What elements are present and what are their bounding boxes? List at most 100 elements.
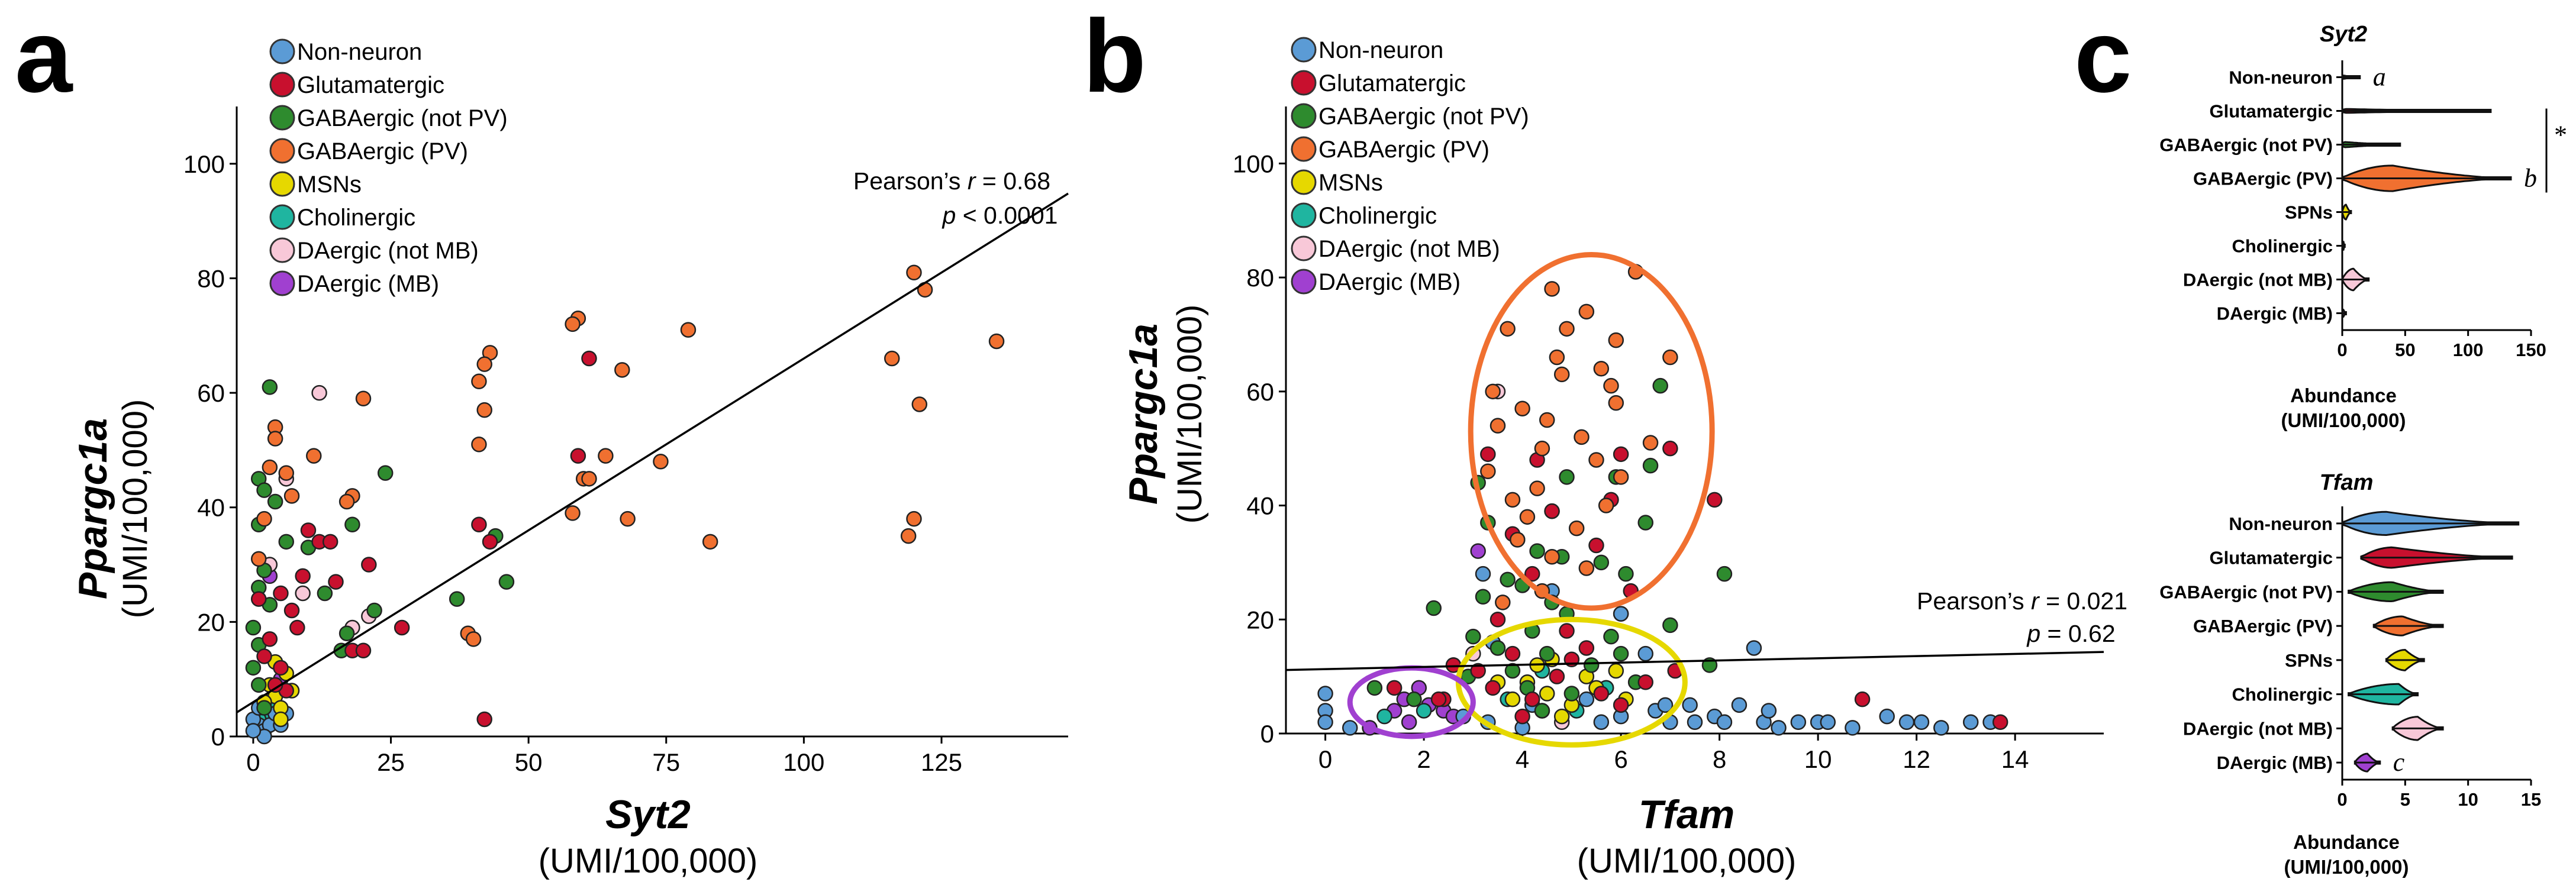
significance-letter-daergic-mb: c (2393, 748, 2405, 777)
x-tick-label: 75 (652, 748, 680, 776)
point-gabaergic-pv (1603, 377, 1619, 394)
point-non-neuron (1317, 714, 1333, 730)
legend-marker-daergic-mb (269, 270, 295, 296)
r-symbol: r (2031, 587, 2040, 615)
y-tick-label: 60 (197, 379, 225, 407)
point-gabaergic-not-pv (267, 493, 283, 510)
point-non-neuron (1913, 714, 1930, 730)
y-axis-title-b: Ppargc1a (1121, 324, 1166, 505)
point-non-neuron (1716, 714, 1733, 730)
regression-line (236, 192, 1069, 713)
point-daergic-not-mb (295, 585, 311, 602)
legend-label-daergic-mb: DAergic (MB) (297, 271, 439, 297)
point-msns (273, 711, 289, 728)
point-gabaergic-pv (906, 264, 922, 281)
x-tick-label: 100 (783, 748, 824, 776)
point-gabaergic-pv (1500, 321, 1516, 337)
p-value: = 0.62 (2040, 620, 2116, 647)
x-axis-title-b: Tfam (1639, 792, 1734, 837)
legend-marker-gabaergic-pv (269, 138, 295, 164)
point-gabaergic-not-pv (1489, 640, 1506, 656)
y-tick-label: 0 (211, 723, 225, 751)
violin-xlabel-syt2-line2: (UMI/100,000) (2281, 409, 2406, 431)
point-glutamatergic (295, 568, 311, 584)
violin-x-tick-label: 0 (2337, 340, 2347, 360)
point-glutamatergic (1578, 640, 1595, 656)
violin-title-tfam: Tfam (2320, 470, 2374, 495)
y-tick-label: 100 (1233, 150, 1274, 177)
point-glutamatergic (1544, 503, 1560, 519)
legend-label-msns: MSNs (1318, 170, 1383, 196)
y-axis-title-a: Ppargc1a (70, 418, 115, 599)
violin-category-gabaergic-pv: GABAergic (PV) (2193, 616, 2333, 636)
y-tick-label: 20 (197, 608, 225, 636)
point-gabaergic-pv (906, 510, 922, 527)
point-glutamatergic (476, 711, 492, 728)
point-glutamatergic (1524, 691, 1540, 707)
violin-category-non-neuron: Non-neuron (2229, 513, 2333, 534)
point-gabaergic-not-pv (1529, 543, 1545, 559)
point-glutamatergic (1707, 492, 1723, 508)
point-glutamatergic (581, 350, 597, 367)
point-gabaergic-not-pv (1613, 645, 1629, 662)
violin-category-daergic-mb: DAergic (MB) (2217, 303, 2333, 324)
point-gabaergic-pv (1568, 520, 1585, 537)
point-gabaergic-not-pv (1642, 457, 1659, 474)
x-tick-label: 0 (246, 748, 260, 776)
p-symbol: p (942, 202, 956, 229)
point-gabaergic-pv (884, 350, 900, 367)
legend-marker-non-neuron (1291, 37, 1317, 63)
point-gabaergic-pv (278, 465, 294, 481)
point-glutamatergic (1593, 686, 1610, 702)
point-non-neuron (1342, 720, 1358, 736)
point-gabaergic-pv (355, 390, 372, 407)
point-gabaergic-pv (1495, 594, 1511, 610)
y-tick-label: 40 (1246, 492, 1274, 520)
cluster-ellipse-gabaergic-pv-cluster (1468, 252, 1715, 611)
point-non-neuron (245, 723, 262, 739)
point-gabaergic-not-pv (256, 482, 272, 498)
point-gabaergic-pv (256, 510, 272, 527)
scatter-plot-area-b: 0 20 40 60 80 100 0 2 4 6 8 10 12 14 (1233, 106, 2104, 773)
point-gabaergic-not-pv (1366, 680, 1383, 696)
point-gabaergic-pv (1544, 281, 1560, 297)
point-glutamatergic (1514, 708, 1530, 725)
point-glutamatergic (394, 619, 410, 636)
legend-marker-cholinergic (269, 204, 295, 230)
point-glutamatergic (1489, 612, 1506, 628)
violin-category-spns: SPNs (2285, 202, 2333, 223)
legend-marker-gabaergic-not-pv (269, 105, 295, 131)
point-glutamatergic (482, 534, 498, 550)
violin-x-tick-label: 50 (2395, 340, 2415, 360)
x-tick-label: 14 (2001, 745, 2029, 773)
point-daergic-mb (1401, 714, 1417, 730)
y-tick-label: 80 (197, 264, 225, 292)
point-gabaergic-not-pv (1652, 377, 1668, 394)
violin-title-syt2: Syt2 (2320, 22, 2367, 47)
violin-category-glutamatergic: Glutamatergic (2210, 548, 2333, 568)
point-gabaergic-pv (565, 316, 581, 332)
point-glutamatergic (1386, 680, 1403, 696)
panel-label-b: b (1083, 0, 1146, 114)
point-gabaergic-pv (581, 471, 597, 487)
legend-a: Non-neuron Glutamatergic GABAergic (not PV… (269, 38, 508, 297)
point-glutamatergic (322, 534, 338, 550)
point-gabaergic-pv (614, 362, 630, 378)
x-tick-label: 0 (1318, 745, 1332, 773)
point-gabaergic-not-pv (1559, 469, 1575, 485)
regression-line (1285, 651, 2104, 671)
p-annotation-b: p = 0.62 (2026, 620, 2115, 647)
point-gabaergic-not-pv (1426, 600, 1442, 616)
point-gabaergic-pv (1593, 361, 1610, 377)
point-glutamatergic (1549, 668, 1565, 684)
r-symbol: r (968, 167, 977, 195)
point-gabaergic-pv (653, 454, 669, 470)
point-glutamatergic (1504, 645, 1521, 662)
legend-label-daergic-not-mb: DAergic (not MB) (1318, 236, 1500, 262)
legend-marker-daergic-not-mb (269, 237, 295, 263)
violin-xlabel-tfam-line2: (UMI/100,000) (2284, 856, 2409, 878)
violin-x-tick-label: 15 (2521, 789, 2541, 810)
point-glutamatergic (1854, 691, 1871, 707)
pearson-annotation-b: Pearson’s r = 0.021 (1917, 587, 2127, 615)
legend-marker-daergic-not-mb (1291, 235, 1317, 261)
